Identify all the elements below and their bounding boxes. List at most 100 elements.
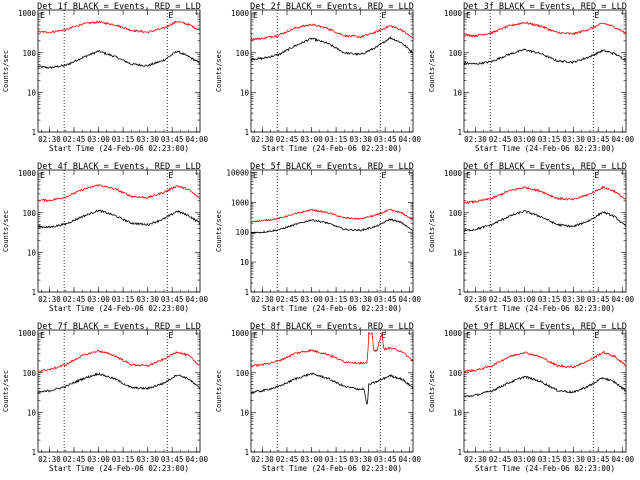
- x-tick-label: 04:00: [398, 455, 421, 464]
- flag-label: E: [253, 11, 258, 20]
- x-tick-label: 03:45: [374, 135, 397, 144]
- y-axis-label: Counts/sec: [215, 210, 223, 252]
- flag-label: E: [168, 11, 173, 20]
- flag-label: E: [594, 171, 599, 180]
- y-axis-label: Counts/sec: [215, 370, 223, 412]
- plot-frame: [250, 9, 414, 133]
- x-tick-label: 03:30: [349, 295, 372, 304]
- y-tick-label: 1: [457, 448, 462, 457]
- x-axis-label: Start Time (24-Feb-06 02:23:00): [262, 464, 402, 473]
- y-axis-label: Counts/sec: [428, 50, 436, 92]
- y-tick-label: 100: [235, 228, 249, 237]
- x-tick-label: 02:30: [251, 135, 274, 144]
- flag-label: E: [40, 331, 45, 340]
- panel-det-2: Det 2f BLACK = Events, RED = LLD 1 10 100 10…: [215, 2, 421, 153]
- x-tick-label: 03:00: [87, 135, 110, 144]
- flag-label: E: [168, 331, 173, 340]
- flag-label: E: [466, 11, 471, 20]
- flag-label: E: [381, 171, 386, 180]
- series-events-line: [37, 372, 201, 394]
- series-lld-line: [463, 350, 626, 373]
- panel-title: Det 5f BLACK = Events, RED = LLD: [250, 162, 414, 172]
- series-events-line: [463, 48, 626, 65]
- plot-frame: [250, 169, 414, 293]
- y-axis-label: Counts/sec: [215, 50, 223, 92]
- panel-title: Det 6f BLACK = Events, RED = LLD: [463, 162, 627, 172]
- y-tick-label: 1000: [444, 169, 463, 178]
- x-tick-label: 02:30: [464, 455, 487, 464]
- x-tick-label: 03:45: [587, 295, 610, 304]
- flag-label: E: [466, 331, 471, 340]
- y-tick-label: 100: [22, 369, 36, 378]
- series-events-line: [250, 218, 413, 235]
- x-tick-label: 03:00: [87, 455, 110, 464]
- x-tick-label: 03:30: [562, 135, 585, 144]
- panel-det-8: Det 8f BLACK = Events, RED = LLD 1 10 100 10…: [215, 322, 421, 473]
- x-axis-label: Start Time (24-Feb-06 02:23:00): [49, 464, 189, 473]
- y-tick-label: 100: [22, 49, 36, 58]
- x-tick-label: 03:15: [538, 295, 561, 304]
- y-axis-label: Counts/sec: [2, 370, 10, 412]
- series-lld-line: [250, 23, 413, 41]
- y-tick-label: 1: [244, 288, 249, 297]
- x-tick-label: 02:30: [464, 135, 487, 144]
- x-tick-label: 03:00: [300, 135, 323, 144]
- x-tick-label: 02:45: [276, 295, 299, 304]
- y-tick-label: 1: [31, 128, 36, 137]
- x-tick-label: 04:00: [611, 295, 634, 304]
- y-tick-label: 1: [31, 288, 36, 297]
- flag-label: E: [253, 331, 258, 340]
- x-tick-label: 03:30: [136, 295, 159, 304]
- series-events-line: [37, 209, 201, 229]
- x-axis-label: Start Time (24-Feb-06 02:23:00): [262, 304, 402, 313]
- panel-title: Det 4f BLACK = Events, RED = LLD: [37, 162, 201, 172]
- series-lld-line: [250, 208, 414, 223]
- x-tick-label: 03:30: [136, 135, 159, 144]
- x-tick-label: 04:00: [185, 455, 208, 464]
- x-tick-label: 03:00: [300, 455, 323, 464]
- x-tick-label: 02:30: [464, 295, 487, 304]
- y-tick-label: 1000: [444, 9, 463, 18]
- y-tick-label: 1000: [18, 169, 37, 178]
- y-tick-label: 1000: [231, 9, 250, 18]
- plot-frame: [37, 9, 201, 133]
- series-lld-line: [250, 331, 414, 368]
- x-tick-label: 02:30: [251, 455, 274, 464]
- x-axis-label: Start Time (24-Feb-06 02:23:00): [49, 144, 189, 153]
- x-tick-label: 03:00: [87, 295, 110, 304]
- y-tick-label: 10: [453, 248, 463, 257]
- series-events-line: [463, 375, 627, 398]
- flag-label: E: [466, 171, 471, 180]
- x-axis-label: Start Time (24-Feb-06 02:23:00): [475, 464, 615, 473]
- panel-title: Det 9f BLACK = Events, RED = LLD: [463, 322, 627, 332]
- series-lld-line: [463, 21, 627, 38]
- y-tick-label: 10: [240, 258, 250, 267]
- x-tick-label: 02:45: [489, 135, 512, 144]
- series-events-line: [463, 209, 627, 232]
- x-tick-label: 03:30: [562, 455, 585, 464]
- x-tick-label: 03:45: [161, 455, 184, 464]
- flag-label: E: [168, 171, 173, 180]
- x-axis-label: Start Time (24-Feb-06 02:23:00): [262, 144, 402, 153]
- x-tick-label: 03:30: [349, 135, 372, 144]
- series-lld-line: [37, 20, 200, 34]
- y-tick-label: 1000: [444, 329, 463, 338]
- y-tick-label: 1000: [231, 329, 250, 338]
- series-events-line: [37, 50, 200, 70]
- x-tick-label: 03:00: [513, 135, 536, 144]
- x-tick-label: 04:00: [611, 455, 634, 464]
- x-tick-label: 03:15: [112, 295, 135, 304]
- y-tick-label: 100: [235, 49, 249, 58]
- series-events-line: [250, 372, 414, 405]
- x-tick-label: 04:00: [398, 295, 421, 304]
- x-tick-label: 03:15: [538, 455, 561, 464]
- y-axis-label: Counts/sec: [2, 210, 10, 252]
- plot-frame: [463, 9, 627, 133]
- x-axis-label: Start Time (24-Feb-06 02:23:00): [475, 144, 615, 153]
- x-axis-label: Start Time (24-Feb-06 02:23:00): [475, 304, 615, 313]
- panel-det-3: Det 3f BLACK = Events, RED = LLD 1 10 100 10…: [428, 2, 634, 153]
- x-tick-label: 03:45: [587, 135, 610, 144]
- x-tick-label: 02:45: [63, 135, 86, 144]
- flag-label: E: [594, 331, 599, 340]
